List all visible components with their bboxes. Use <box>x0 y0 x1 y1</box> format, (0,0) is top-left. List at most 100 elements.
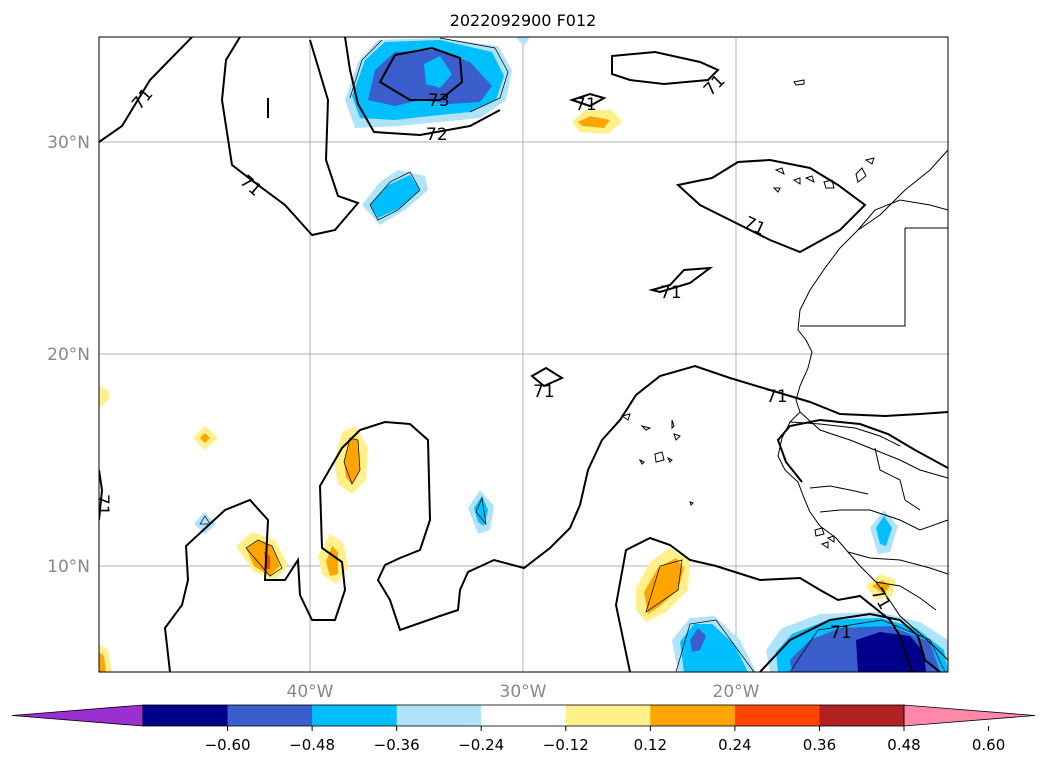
positive-anomaly-sw-corner-core <box>99 652 106 672</box>
positive-anomaly-9n-core <box>644 558 684 614</box>
lat-label-20n: 20°N <box>47 345 90 365</box>
cape-verde-1 <box>620 413 631 421</box>
colorbar-tick-label: 0.48 <box>887 736 920 754</box>
contour-71-africa-loop <box>759 612 941 672</box>
negative-anomaly-27n-core <box>370 175 420 218</box>
canary-island-5 <box>772 187 781 193</box>
small-islet <box>689 501 694 506</box>
contour-label: 71 <box>830 623 852 643</box>
colorbar-segment <box>227 705 313 726</box>
colorbar-tick-label: 0.36 <box>803 736 836 754</box>
negative-anomaly-south-a-inner <box>690 628 706 652</box>
contour-71-west <box>220 37 360 237</box>
canary-island-2 <box>792 177 801 185</box>
contour-72 <box>344 37 501 137</box>
madeira-island <box>855 167 867 183</box>
colorbar-tick-label: −0.36 <box>374 736 420 754</box>
colorbar-segments <box>143 705 905 726</box>
colorbar-segment <box>312 705 398 726</box>
latitude-labels: 30°N 20°N 10°N <box>47 133 90 577</box>
lat-label-30n: 30°N <box>47 133 90 153</box>
contour-label: 71 <box>92 494 112 516</box>
madeira-island-2 <box>864 157 875 165</box>
border-north-a <box>857 199 948 231</box>
colorbar-tick-label: −0.24 <box>458 736 504 754</box>
longitude-labels: 40°W 30°W 20°W <box>287 682 760 702</box>
colorbar-extend-low <box>11 704 144 727</box>
cape-verde-4 <box>673 433 681 441</box>
colorbar-ticks: −0.60 −0.48 −0.36 −0.24 −0.12 0.12 0.24 0.36 0.4… <box>205 726 1005 754</box>
colorbar-segment <box>650 705 736 726</box>
map-frame <box>98 36 949 673</box>
colorbar-segment <box>396 705 482 726</box>
colorbar-tick-label: −0.48 <box>289 736 335 754</box>
negative-anomaly-12n-east-core <box>876 516 892 546</box>
contour-label: 71 <box>660 283 682 303</box>
colorbar-tick-label: 0.12 <box>634 736 667 754</box>
negative-anomaly-north-spot <box>424 56 452 88</box>
lon-label-40w: 40°W <box>287 682 334 702</box>
border-sahel-e <box>847 551 948 575</box>
lon-label-30w: 30°W <box>500 682 547 702</box>
contour-71-east <box>675 158 867 254</box>
negative-anomaly-small-top <box>515 37 530 46</box>
contour-label: 71 <box>575 95 597 115</box>
positive-anomaly-16n-core <box>200 433 210 443</box>
cape-verde-7 <box>666 456 673 463</box>
filled-anomalies <box>99 37 948 672</box>
colorbar-segment <box>734 705 820 726</box>
contour-71-top-right <box>611 50 720 86</box>
canary-island-3 <box>804 175 815 183</box>
border-sahel-d <box>819 509 948 531</box>
canary-island-1 <box>774 167 785 175</box>
contour-label: 71 <box>533 382 555 402</box>
negative-anomaly-12n-central-core <box>474 496 488 526</box>
border-sahel-c <box>809 485 869 495</box>
negative-anomaly-12n-west <box>194 512 216 534</box>
border-north-c <box>800 228 906 327</box>
positive-anomaly-10n-b-core <box>326 546 338 576</box>
colorbar-extend-high <box>903 704 1036 727</box>
contour-71-small-c <box>530 366 565 388</box>
colorbar-tick-label: −0.60 <box>205 736 251 754</box>
gridlines <box>99 37 948 672</box>
cape-verde-6 <box>654 451 665 463</box>
colorbar-tick-label: −0.12 <box>543 736 589 754</box>
colorbar-segment <box>819 705 905 726</box>
contour-label: 72 <box>426 125 448 145</box>
azores-island <box>793 79 805 86</box>
colorbar-segment <box>143 705 229 726</box>
positive-anomaly-10n-a-core <box>246 540 280 576</box>
bissau-islands <box>814 527 835 549</box>
cape-verde-3 <box>671 419 675 430</box>
cape-verde-5 <box>638 458 645 465</box>
map-title: 2022092900 F012 <box>450 11 597 30</box>
colorbar-tick-label: 0.60 <box>972 736 1005 754</box>
colorbar-segment <box>565 705 651 726</box>
colorbar-segment <box>481 705 567 726</box>
contour-71-northwest <box>99 37 193 143</box>
contour-71-west-edge <box>99 469 104 521</box>
contour-73 <box>378 46 464 101</box>
coastlines <box>620 79 948 661</box>
cape-verde-2 <box>640 425 652 431</box>
colorbar: −0.60 −0.48 −0.36 −0.24 −0.12 0.12 0.24 0.36 0.4… <box>11 704 1036 754</box>
contour-71-small-a <box>568 92 607 108</box>
contour-71-small-b <box>648 266 714 294</box>
thick-contours <box>99 37 948 672</box>
border-sahel-f <box>874 447 921 511</box>
colorbar-tick-label: 0.24 <box>718 736 751 754</box>
border-sahel-g <box>875 581 937 611</box>
colorbar-outline <box>142 704 905 727</box>
border-sahel-b <box>789 421 901 447</box>
contour-label: 71 <box>766 387 788 407</box>
contour-71-east-loop <box>776 418 948 483</box>
contour-71-central <box>163 364 948 672</box>
contour-label: 73 <box>428 91 450 111</box>
positive-anomaly-31n-core <box>578 116 610 128</box>
lon-label-20w: 20°W <box>713 682 760 702</box>
positive-anomaly-west-edge <box>99 386 110 408</box>
lat-label-10n: 10°N <box>47 557 90 577</box>
